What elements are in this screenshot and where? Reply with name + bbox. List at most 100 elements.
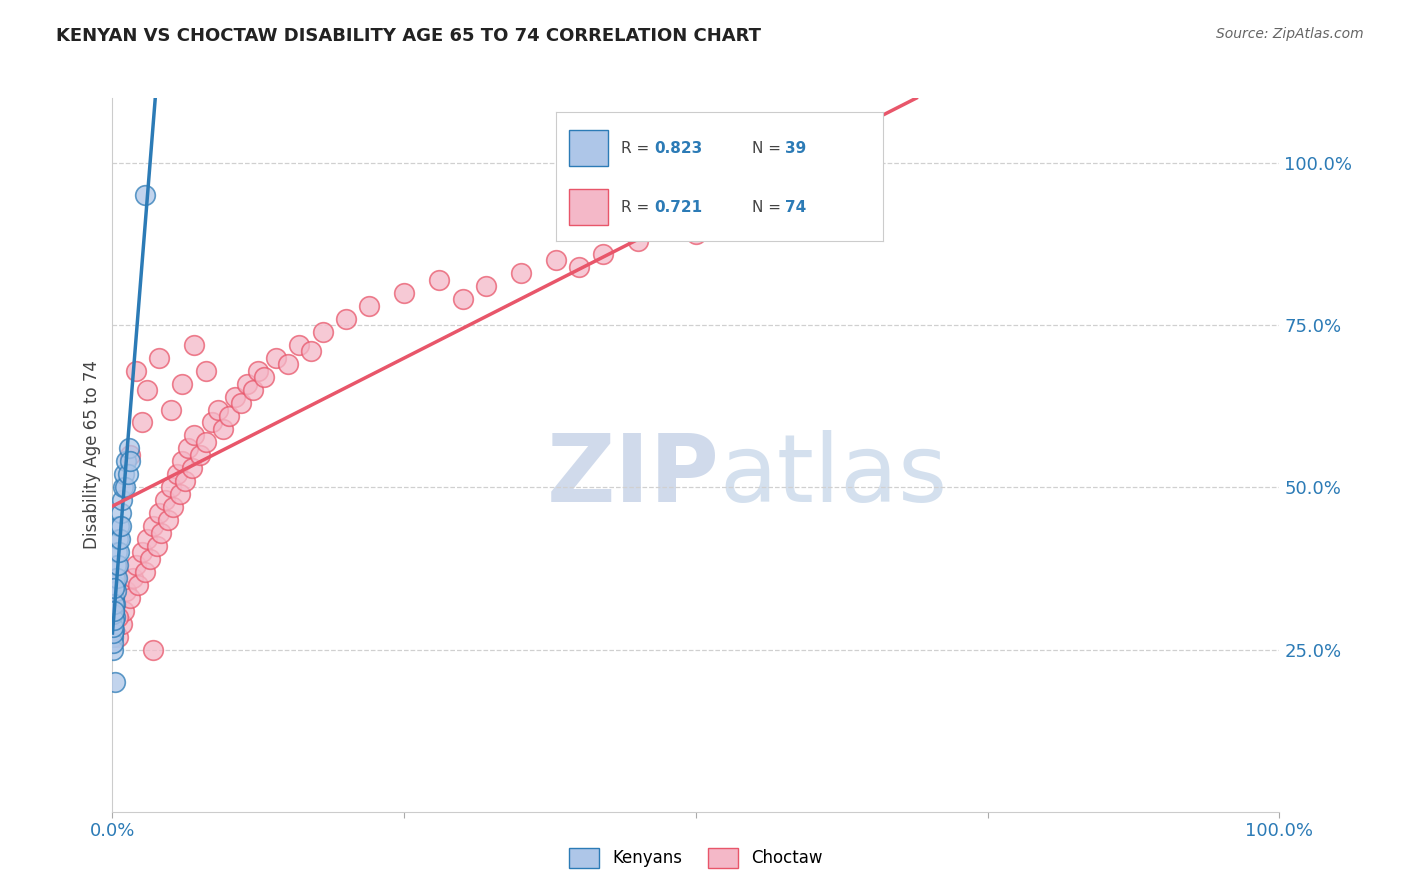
- Choctaw: [544, 253, 567, 268]
- Kenyans: [115, 454, 138, 468]
- Choctaw: [859, 188, 883, 202]
- Kenyans: [108, 545, 131, 559]
- Choctaw: [136, 383, 159, 397]
- Kenyans: [107, 533, 129, 547]
- Choctaw: [162, 500, 184, 514]
- Kenyans: [103, 613, 125, 627]
- Choctaw: [299, 344, 322, 359]
- Choctaw: [592, 247, 614, 261]
- Choctaw: [125, 558, 148, 573]
- Choctaw: [177, 442, 200, 456]
- Choctaw: [475, 279, 498, 293]
- Kenyans: [104, 558, 127, 573]
- Kenyans: [118, 454, 141, 468]
- Kenyans: [101, 630, 124, 644]
- Choctaw: [107, 630, 129, 644]
- Kenyans: [104, 571, 127, 585]
- Choctaw: [146, 539, 169, 553]
- Choctaw: [136, 533, 159, 547]
- Kenyans: [117, 467, 139, 482]
- Choctaw: [837, 202, 859, 216]
- Kenyans: [105, 571, 128, 585]
- Choctaw: [180, 461, 202, 475]
- Kenyans: [108, 533, 131, 547]
- Kenyans: [101, 636, 124, 650]
- Legend: Kenyans, Choctaw: Kenyans, Choctaw: [562, 841, 830, 875]
- Text: atlas: atlas: [720, 430, 948, 523]
- Kenyans: [107, 558, 129, 573]
- Kenyans: [111, 480, 134, 494]
- Kenyans: [103, 607, 125, 621]
- Choctaw: [276, 357, 298, 371]
- Kenyans: [111, 493, 134, 508]
- Choctaw: [247, 363, 270, 377]
- Choctaw: [153, 493, 176, 508]
- Choctaw: [150, 525, 173, 540]
- Kenyans: [104, 584, 127, 599]
- Kenyans: [104, 610, 127, 624]
- Choctaw: [118, 448, 141, 462]
- Choctaw: [427, 273, 450, 287]
- Text: KENYAN VS CHOCTAW DISABILITY AGE 65 TO 74 CORRELATION CHART: KENYAN VS CHOCTAW DISABILITY AGE 65 TO 7…: [56, 27, 761, 45]
- Kenyans: [112, 467, 135, 482]
- Choctaw: [288, 337, 311, 351]
- Choctaw: [111, 616, 134, 631]
- Choctaw: [107, 610, 129, 624]
- Choctaw: [183, 337, 205, 351]
- Choctaw: [335, 311, 357, 326]
- Choctaw: [218, 409, 240, 423]
- Choctaw: [122, 571, 145, 585]
- Choctaw: [160, 402, 183, 417]
- Choctaw: [264, 351, 287, 365]
- Choctaw: [148, 351, 170, 365]
- Choctaw: [131, 545, 153, 559]
- Choctaw: [131, 416, 153, 430]
- Choctaw: [801, 194, 824, 209]
- Kenyans: [105, 545, 128, 559]
- Choctaw: [201, 416, 224, 430]
- Choctaw: [194, 434, 217, 449]
- Choctaw: [166, 467, 188, 482]
- Choctaw: [224, 390, 246, 404]
- Choctaw: [127, 577, 149, 591]
- Choctaw: [139, 551, 162, 566]
- Kenyans: [103, 616, 125, 631]
- Choctaw: [188, 448, 211, 462]
- Choctaw: [451, 292, 474, 306]
- Kenyans: [103, 577, 125, 591]
- Kenyans: [104, 597, 127, 611]
- Choctaw: [112, 604, 135, 618]
- Choctaw: [169, 487, 191, 501]
- Kenyans: [101, 626, 124, 640]
- Kenyans: [103, 597, 125, 611]
- Y-axis label: Disability Age 65 to 74: Disability Age 65 to 74: [83, 360, 101, 549]
- Choctaw: [172, 376, 194, 391]
- Choctaw: [509, 266, 531, 280]
- Choctaw: [142, 642, 165, 657]
- Choctaw: [229, 396, 252, 410]
- Choctaw: [253, 370, 276, 384]
- Choctaw: [242, 383, 264, 397]
- Kenyans: [103, 581, 125, 595]
- Kenyans: [103, 604, 125, 618]
- Choctaw: [568, 260, 591, 274]
- Choctaw: [125, 363, 148, 377]
- Choctaw: [115, 584, 138, 599]
- Kenyans: [108, 519, 131, 533]
- Choctaw: [142, 519, 165, 533]
- Choctaw: [148, 506, 170, 520]
- Kenyans: [110, 519, 132, 533]
- Kenyans: [103, 604, 125, 618]
- Choctaw: [160, 480, 183, 494]
- Choctaw: [207, 402, 229, 417]
- Kenyans: [118, 442, 141, 456]
- Kenyans: [110, 506, 132, 520]
- Choctaw: [685, 227, 707, 242]
- Choctaw: [311, 325, 333, 339]
- Kenyans: [101, 642, 124, 657]
- Choctaw: [194, 363, 217, 377]
- Choctaw: [157, 513, 180, 527]
- Choctaw: [627, 234, 650, 248]
- Kenyans: [101, 620, 124, 634]
- Choctaw: [172, 454, 194, 468]
